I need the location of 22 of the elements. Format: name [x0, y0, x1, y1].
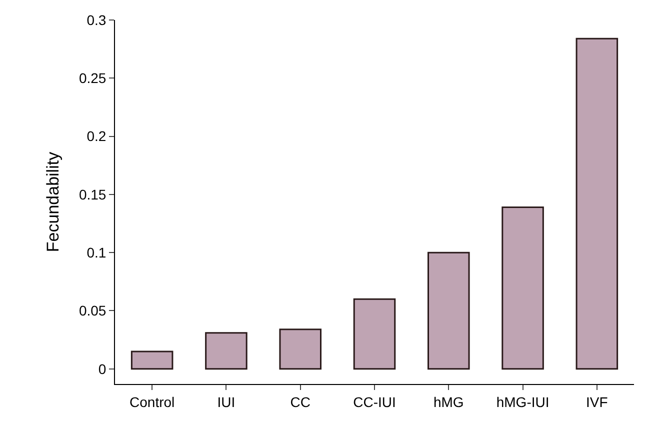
x-tick-label: IVF	[586, 394, 608, 410]
x-tick-label: CC-IUI	[353, 394, 396, 410]
x-tick-label: CC	[290, 394, 310, 410]
x-tick-label: hMG-IUI	[496, 394, 550, 410]
bar	[502, 206, 544, 370]
bar	[130, 350, 174, 370]
x-tick-label: Control	[130, 394, 175, 410]
bar	[576, 38, 618, 370]
bar	[279, 328, 322, 370]
x-tick-label: hMG	[433, 394, 464, 410]
y-axis-title: Fecundability	[44, 151, 62, 252]
bar	[428, 252, 470, 370]
y-tick-label: 0.2	[86, 128, 106, 144]
y-tick-label: 0.15	[78, 186, 106, 202]
y-tick-label: 0.1	[86, 244, 106, 260]
x-tick-label: IUI	[217, 394, 236, 410]
bar	[205, 332, 248, 370]
y-tick-label: 0.05	[78, 302, 106, 319]
y-tick-label: 0	[98, 360, 106, 377]
y-tick-label: 0.25	[78, 70, 106, 86]
y-tick-label: 0.3	[86, 12, 106, 28]
bar	[353, 298, 396, 370]
